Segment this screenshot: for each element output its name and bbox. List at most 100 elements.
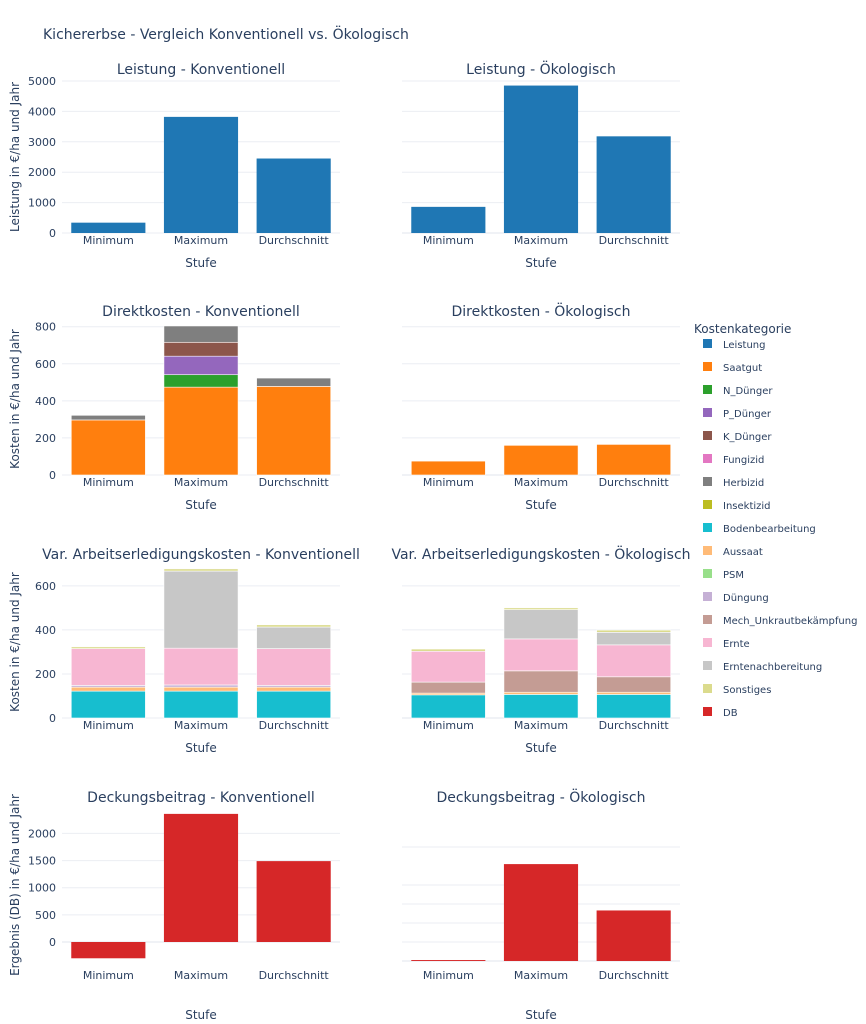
x-tick-label: Maximum: [174, 969, 228, 982]
bar-leistung-minimum: [411, 206, 486, 233]
y-tick-label: 2000: [28, 166, 56, 179]
y-tick-label: 4000: [28, 105, 56, 118]
subplot-title: Deckungsbeitrag - Ökologisch: [436, 788, 645, 806]
bar-aussaat-durchschnitt: [596, 691, 672, 695]
legend-item-leistung: Leistung: [703, 339, 765, 351]
bar-erntenachbereitung-durchschnitt: [596, 632, 672, 646]
bar-saatgut-durchschnitt: [596, 444, 672, 476]
bar-ernte-minimum: [70, 648, 146, 686]
y-axis-label: Kosten in €/ha und Jahr: [8, 329, 22, 469]
legend-swatch: [703, 339, 712, 348]
legend-swatch: [703, 408, 712, 417]
bar-db-maximum: [503, 864, 579, 961]
y-axis-label: Leistung in €/ha und Jahr: [8, 82, 22, 232]
legend-swatch: [703, 385, 712, 394]
legend-swatch: [703, 546, 712, 555]
legend-item-herbizid: Herbizid: [703, 477, 764, 489]
legend-swatch: [703, 362, 712, 371]
legend-item-k_duenger: K_Dünger: [703, 431, 772, 443]
x-tick-label: Minimum: [423, 969, 474, 982]
bar-herbizid-minimum: [70, 415, 146, 421]
legend: Kostenkategorie Leistung Saatgut N_Dünger P…: [694, 322, 857, 719]
subplot-title: Leistung - Ökologisch: [466, 60, 616, 78]
x-tick-label: Minimum: [83, 234, 134, 247]
bar-saatgut-minimum: [70, 419, 146, 476]
y-tick-label: 400: [35, 395, 56, 408]
legend-swatch: [703, 523, 712, 532]
bar-ernte-durchschnitt: [256, 648, 332, 686]
x-tick-label: Minimum: [423, 719, 474, 732]
bar-herbizid-maximum: [163, 325, 239, 343]
bar-sonstiges-maximum: [503, 607, 579, 610]
x-tick-label: Durchschnitt: [599, 234, 670, 247]
bar-aussaat-maximum: [163, 686, 239, 692]
legend-swatch: [703, 500, 712, 509]
legend-item-ernte: Ernte: [703, 638, 750, 650]
x-axis-label: Stufe: [185, 1008, 217, 1022]
bar-bodenbearbeitung-durchschnitt: [256, 690, 332, 719]
bar-bodenbearbeitung-maximum: [503, 694, 579, 719]
legend-item-saatgut: Saatgut: [703, 362, 762, 374]
legend-swatch: [703, 431, 712, 440]
x-axis-label: Stufe: [525, 741, 557, 755]
x-tick-label: Minimum: [83, 969, 134, 982]
legend-item-sonstiges: Sonstiges: [703, 684, 771, 696]
legend-label: Mech_Unkrautbekämpfung: [723, 616, 857, 627]
x-tick-label: Minimum: [423, 234, 474, 247]
legend-swatch: [703, 569, 712, 578]
legend-label: Bodenbearbeitung: [723, 524, 816, 535]
bar-saatgut-durchschnitt: [256, 386, 332, 476]
legend-swatch: [703, 661, 712, 670]
bar-bodenbearbeitung-durchschnitt: [596, 694, 672, 719]
x-tick-label: Durchschnitt: [259, 969, 330, 982]
bar-leistung-minimum: [71, 222, 146, 233]
legend-label: Ernte: [723, 639, 750, 650]
legend-swatch: [703, 684, 712, 693]
legend-item-insektizid: Insektizid: [703, 500, 771, 512]
bar-saatgut-maximum: [503, 445, 579, 476]
bar-aussaat-minimum: [70, 686, 146, 692]
legend-item-erntenachbereitung: Erntenachbereitung: [703, 661, 822, 673]
legend-item-db: DB: [703, 707, 738, 719]
legend-label: Sonstiges: [723, 685, 771, 696]
x-tick-label: Durchschnitt: [259, 476, 330, 489]
legend-item-aussaat: Aussaat: [703, 546, 763, 558]
bar-ernte-minimum: [410, 650, 486, 683]
legend-item-psm: PSM: [703, 569, 744, 581]
x-tick-label: Minimum: [423, 476, 474, 489]
bar-ernte-durchschnitt: [596, 644, 672, 678]
bar-leistung-maximum: [503, 85, 579, 233]
y-tick-label: 0: [49, 469, 56, 482]
legend-swatch: [703, 454, 712, 463]
x-tick-label: Maximum: [514, 719, 568, 732]
legend-label: N_Dünger: [723, 386, 773, 397]
legend-label: DB: [723, 708, 738, 719]
bar-bodenbearbeitung-minimum: [410, 694, 486, 719]
x-tick-label: Maximum: [514, 969, 568, 982]
bar-aussaat-durchschnitt: [256, 686, 332, 692]
legend-swatch: [703, 615, 712, 624]
bar-leistung-durchschnitt: [596, 136, 671, 233]
legend-swatch: [703, 592, 712, 601]
legend-item-fungizid: Fungizid: [703, 454, 764, 466]
x-tick-label: Maximum: [174, 719, 228, 732]
legend-label: Leistung: [723, 340, 765, 351]
subplot-title: Var. Arbeitserledigungskosten - Ökologis…: [391, 545, 690, 563]
legend-label: PSM: [723, 570, 744, 581]
subplot-4: 0 200 400 600 Minimum Maximum Durchschnitt Var.…: [8, 547, 360, 755]
legend-item-n_duenger: N_Dünger: [703, 385, 773, 397]
bar-saatgut-minimum: [410, 460, 486, 476]
subplot-title: Direktkosten - Ökologisch: [451, 302, 630, 320]
bar-erntenachbereitung-maximum: [163, 570, 239, 649]
y-tick-label: 200: [35, 668, 56, 681]
y-tick-label: 1000: [28, 197, 56, 210]
x-tick-label: Maximum: [174, 234, 228, 247]
legend-label: Aussaat: [723, 547, 763, 558]
bar-erntenachbereitung-maximum: [503, 609, 579, 640]
x-tick-label: Durchschnitt: [599, 476, 670, 489]
x-tick-label: Durchschnitt: [259, 719, 330, 732]
bar-mech_unkrautbekaempfung-durchschnitt: [596, 676, 672, 693]
legend-swatch: [703, 707, 712, 716]
